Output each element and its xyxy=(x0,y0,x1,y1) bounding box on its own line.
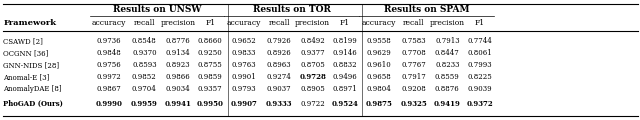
Text: 0.9736: 0.9736 xyxy=(97,37,122,45)
Text: 0.7926: 0.7926 xyxy=(267,37,291,45)
Text: 0.7708: 0.7708 xyxy=(401,49,426,57)
Text: 0.9419: 0.9419 xyxy=(434,100,461,108)
Text: 0.9950: 0.9950 xyxy=(197,100,223,108)
Text: 0.7767: 0.7767 xyxy=(401,61,426,69)
Text: Results on TOR: Results on TOR xyxy=(253,5,331,14)
Text: 0.9804: 0.9804 xyxy=(366,85,391,93)
Text: 0.8199: 0.8199 xyxy=(333,37,357,45)
Text: 0.9763: 0.9763 xyxy=(232,61,256,69)
Text: 0.7744: 0.7744 xyxy=(467,37,492,45)
Text: 0.9941: 0.9941 xyxy=(164,100,191,108)
Text: 0.9250: 0.9250 xyxy=(198,49,223,57)
Text: 0.9859: 0.9859 xyxy=(198,73,223,81)
Text: precision: precision xyxy=(161,19,195,27)
Text: 0.8492: 0.8492 xyxy=(300,37,325,45)
Text: 0.8963: 0.8963 xyxy=(267,61,291,69)
Text: 0.9867: 0.9867 xyxy=(97,85,122,93)
Text: precision: precision xyxy=(295,19,330,27)
Text: accuracy: accuracy xyxy=(227,19,261,27)
Text: precision: precision xyxy=(430,19,465,27)
Text: 0.9034: 0.9034 xyxy=(166,85,190,93)
Text: PhoGAD (Ours): PhoGAD (Ours) xyxy=(3,100,63,108)
Text: 0.7917: 0.7917 xyxy=(401,73,426,81)
Text: 0.9325: 0.9325 xyxy=(401,100,427,108)
Text: 0.8926: 0.8926 xyxy=(267,49,291,57)
Text: 0.9901: 0.9901 xyxy=(232,73,257,81)
Text: 0.9370: 0.9370 xyxy=(132,49,157,57)
Text: 0.9658: 0.9658 xyxy=(366,73,391,81)
Text: Anomal-E [3]: Anomal-E [3] xyxy=(3,73,49,81)
Text: 0.8705: 0.8705 xyxy=(300,61,325,69)
Text: 0.8447: 0.8447 xyxy=(435,49,460,57)
Text: 0.9833: 0.9833 xyxy=(232,49,256,57)
Text: 0.9848: 0.9848 xyxy=(97,49,122,57)
Text: F1: F1 xyxy=(205,19,215,27)
Text: 0.8660: 0.8660 xyxy=(198,37,223,45)
Text: 0.9852: 0.9852 xyxy=(132,73,157,81)
Text: accuracy: accuracy xyxy=(362,19,396,27)
Text: 0.9524: 0.9524 xyxy=(332,100,358,108)
Text: GNN-NIDS [28]: GNN-NIDS [28] xyxy=(3,61,60,69)
Text: 0.9496: 0.9496 xyxy=(333,73,357,81)
Text: AnomalyDAE [8]: AnomalyDAE [8] xyxy=(3,85,62,93)
Text: 0.8776: 0.8776 xyxy=(166,37,190,45)
Text: 0.9652: 0.9652 xyxy=(232,37,257,45)
Text: 0.9793: 0.9793 xyxy=(232,85,256,93)
Text: 0.9728: 0.9728 xyxy=(300,73,326,81)
Text: 0.8233: 0.8233 xyxy=(435,61,460,69)
Text: 0.9972: 0.9972 xyxy=(97,73,122,81)
Text: 0.9610: 0.9610 xyxy=(366,61,391,69)
Text: F1: F1 xyxy=(340,19,350,27)
Text: 0.8548: 0.8548 xyxy=(132,37,157,45)
Text: 0.8061: 0.8061 xyxy=(467,49,492,57)
Text: 0.7583: 0.7583 xyxy=(401,37,426,45)
Text: 0.8755: 0.8755 xyxy=(198,61,223,69)
Text: 0.9722: 0.9722 xyxy=(300,100,325,108)
Text: 0.8225: 0.8225 xyxy=(467,73,492,81)
Text: CSAWD [2]: CSAWD [2] xyxy=(3,37,43,45)
Text: 0.9875: 0.9875 xyxy=(365,100,392,108)
Text: 0.9990: 0.9990 xyxy=(96,100,123,108)
Text: 0.7913: 0.7913 xyxy=(435,37,460,45)
Text: 0.9134: 0.9134 xyxy=(166,49,190,57)
Text: accuracy: accuracy xyxy=(92,19,127,27)
Text: Results on SPAM: Results on SPAM xyxy=(383,5,469,14)
Text: 0.8876: 0.8876 xyxy=(435,85,460,93)
Text: 0.9756: 0.9756 xyxy=(97,61,122,69)
Text: 0.9377: 0.9377 xyxy=(300,49,325,57)
Text: 0.9629: 0.9629 xyxy=(366,49,391,57)
Text: 0.9558: 0.9558 xyxy=(366,37,391,45)
Text: 0.9372: 0.9372 xyxy=(467,100,493,108)
Text: 0.9333: 0.9333 xyxy=(266,100,292,108)
Text: 0.9704: 0.9704 xyxy=(132,85,157,93)
Text: recall: recall xyxy=(403,19,424,27)
Text: recall: recall xyxy=(134,19,155,27)
Text: 0.9866: 0.9866 xyxy=(166,73,190,81)
Text: 0.9039: 0.9039 xyxy=(467,85,492,93)
Text: 0.7993: 0.7993 xyxy=(467,61,492,69)
Text: F1: F1 xyxy=(475,19,484,27)
Text: 0.8905: 0.8905 xyxy=(300,85,325,93)
Text: 0.9208: 0.9208 xyxy=(401,85,426,93)
Text: 0.9274: 0.9274 xyxy=(267,73,291,81)
Text: 0.9146: 0.9146 xyxy=(333,49,357,57)
Text: 0.8559: 0.8559 xyxy=(435,73,460,81)
Text: Framework: Framework xyxy=(3,19,56,27)
Text: 0.8832: 0.8832 xyxy=(333,61,357,69)
Text: 0.9959: 0.9959 xyxy=(131,100,157,108)
Text: Results on UNSW: Results on UNSW xyxy=(113,5,201,14)
Text: 0.8923: 0.8923 xyxy=(166,61,190,69)
Text: 0.9907: 0.9907 xyxy=(230,100,257,108)
Text: 0.8593: 0.8593 xyxy=(132,61,157,69)
Text: 0.9037: 0.9037 xyxy=(267,85,291,93)
Text: recall: recall xyxy=(268,19,290,27)
Text: 0.9357: 0.9357 xyxy=(198,85,223,93)
Text: OCGNN [36]: OCGNN [36] xyxy=(3,49,49,57)
Text: 0.8971: 0.8971 xyxy=(333,85,357,93)
